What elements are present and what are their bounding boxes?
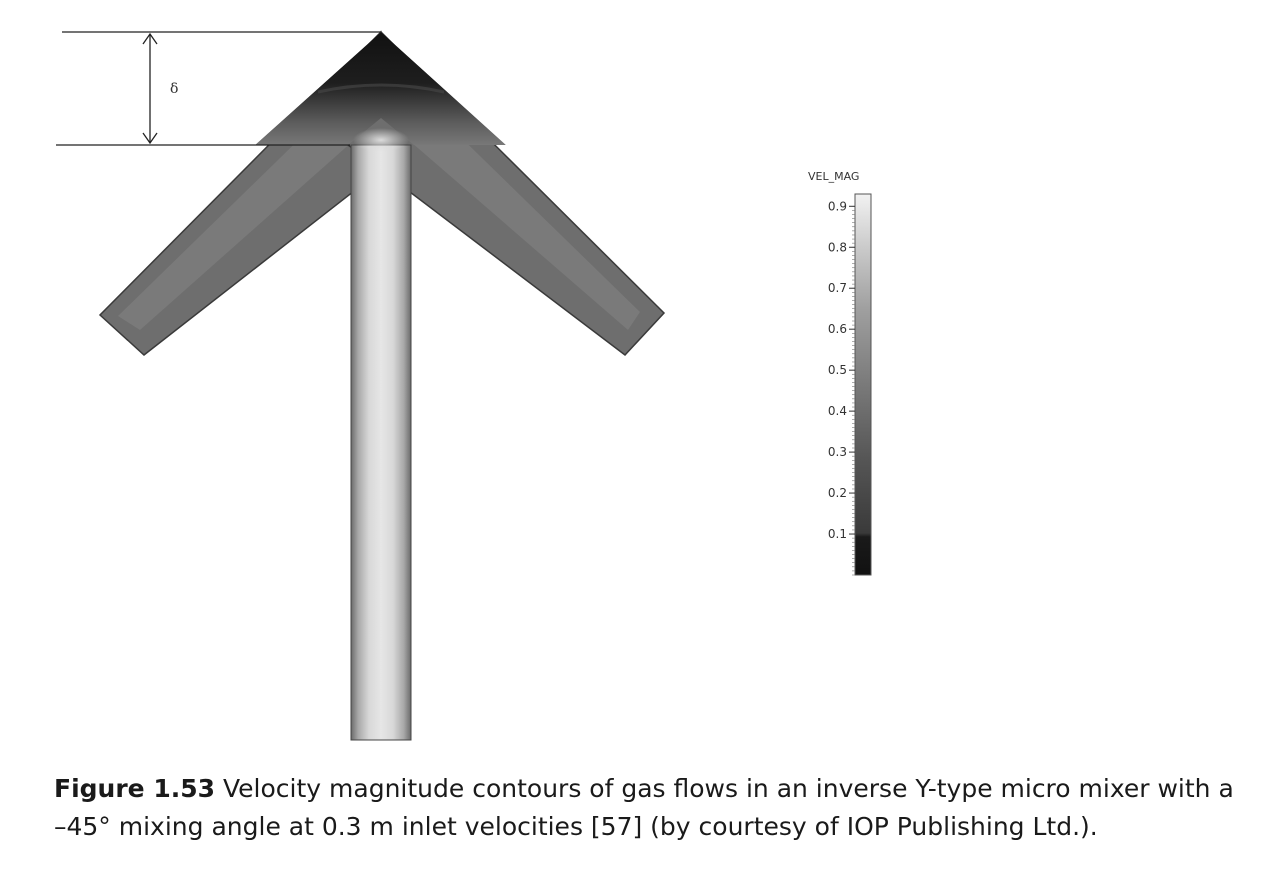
legend-tick-label: 0.7 (828, 281, 847, 295)
mixer-figure: δ VEL_MAG 0.9 0.8 0.7 0.6 0.5 0.4 0.3 0.2 0.1 (56, 30, 872, 741)
delta-symbol: δ (170, 81, 178, 97)
apex-stagnation-zone (255, 32, 506, 145)
caption-label: Figure 1.53 (54, 774, 216, 803)
legend-title: VEL_MAG (808, 170, 859, 183)
legend-tick-label: 0.5 (828, 363, 847, 377)
legend-ticks: 0.9 0.8 0.7 0.6 0.5 0.4 0.3 0.2 0.1 (828, 199, 855, 541)
legend-tick-label: 0.3 (828, 445, 847, 459)
legend-tick-label: 0.6 (828, 322, 847, 336)
legend-tick-label: 0.8 (828, 240, 847, 254)
legend-tick-label: 0.9 (828, 199, 847, 213)
velocity-legend: VEL_MAG 0.9 0.8 0.7 0.6 0.5 0.4 0.3 0.2 0.1 (808, 170, 872, 576)
legend-tick-label: 0.4 (828, 404, 847, 418)
legend-tick-label: 0.2 (828, 486, 847, 500)
legend-tick-label: 0.1 (828, 527, 847, 541)
outlet-channel (350, 144, 412, 741)
figure-caption: Figure 1.53 Velocity magnitude contours o… (54, 770, 1254, 846)
legend-colorbar (854, 193, 872, 576)
caption-text: Velocity magnitude contours of gas flows… (54, 774, 1234, 841)
